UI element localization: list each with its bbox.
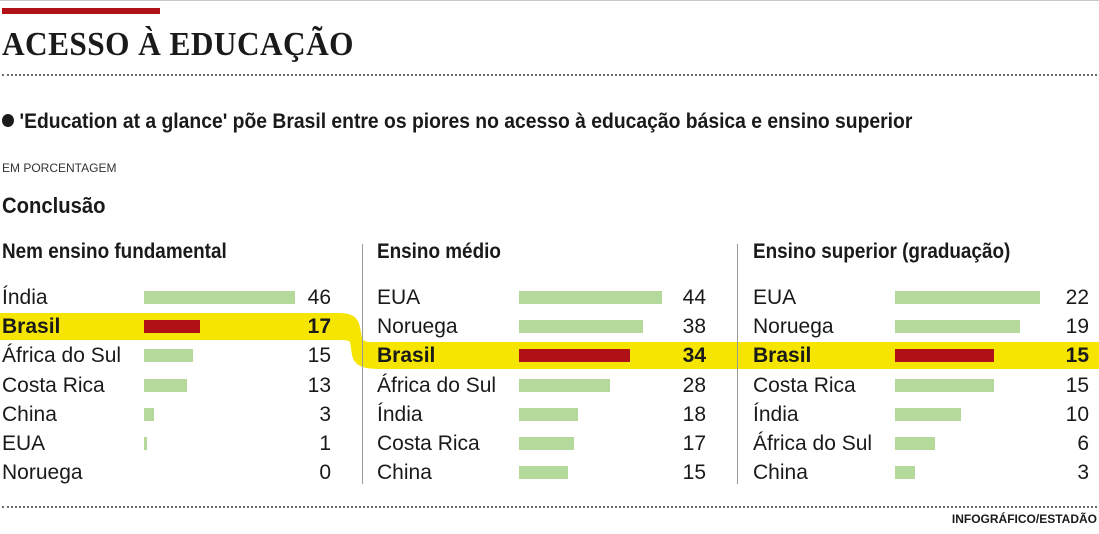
chart-row: Índia 10 bbox=[753, 401, 1089, 430]
bar-value: 1 bbox=[319, 432, 331, 455]
credit: INFOGRÁFICO/ESTADÃO bbox=[951, 512, 1097, 526]
bar bbox=[895, 437, 935, 450]
bar-label: Costa Rica bbox=[2, 374, 105, 397]
chart-row: China 15 bbox=[377, 459, 706, 488]
top-rule bbox=[0, 0, 1099, 1]
bar bbox=[519, 379, 610, 392]
bar-value: 38 bbox=[682, 315, 706, 338]
bar-label: Noruega bbox=[377, 315, 458, 338]
column-divider bbox=[362, 244, 363, 484]
section-title: Conclusão bbox=[2, 193, 106, 218]
bar-value: 17 bbox=[682, 432, 706, 455]
chart-row: Costa Rica 13 bbox=[2, 372, 331, 401]
col-title-fundamental: Nem ensino fundamental bbox=[2, 240, 227, 263]
bar bbox=[519, 408, 578, 421]
bar-value: 15 bbox=[682, 461, 706, 484]
bar-value: 3 bbox=[319, 403, 331, 426]
bar-label: Noruega bbox=[753, 315, 834, 338]
bar-label: Índia bbox=[2, 286, 48, 309]
bar bbox=[519, 320, 643, 333]
chart-row: Costa Rica 15 bbox=[753, 372, 1089, 401]
bar-label: África do Sul bbox=[2, 344, 122, 367]
bar-value: 18 bbox=[682, 403, 706, 426]
chart-row: Índia 18 bbox=[377, 401, 706, 430]
bar bbox=[895, 466, 915, 479]
chart-row: EUA 44 bbox=[377, 284, 706, 313]
chart-row: África do Sul 28 bbox=[377, 372, 706, 401]
bar bbox=[144, 379, 187, 392]
bar bbox=[519, 437, 575, 450]
chart-row: Noruega 19 bbox=[753, 313, 1089, 342]
bar bbox=[895, 349, 994, 362]
column-divider bbox=[737, 244, 738, 484]
unit-label: EM PORCENTAGEM bbox=[2, 161, 117, 175]
bar bbox=[519, 349, 630, 362]
chart-row: Índia 46 bbox=[2, 284, 331, 313]
bar-label: China bbox=[2, 403, 57, 426]
chart-row: EUA 1 bbox=[2, 430, 331, 459]
bar-label: Índia bbox=[377, 403, 423, 426]
chart-row: Noruega 0 bbox=[2, 459, 331, 488]
bar-value: 13 bbox=[307, 374, 331, 397]
bar-label: EUA bbox=[377, 286, 421, 309]
title-divider bbox=[2, 74, 1097, 76]
bar bbox=[895, 320, 1021, 333]
bar bbox=[144, 437, 148, 450]
bar bbox=[144, 320, 200, 333]
bar-label: Brasil bbox=[377, 344, 436, 367]
chart-row: Noruega 38 bbox=[377, 313, 706, 342]
bar bbox=[144, 291, 295, 304]
bar-value: 44 bbox=[682, 286, 706, 309]
chart-row: África do Sul 6 bbox=[753, 430, 1089, 459]
bullet-icon bbox=[2, 114, 14, 127]
chart-row: Brasil 15 bbox=[753, 342, 1089, 371]
bar-label: Brasil bbox=[753, 344, 812, 367]
bar-value: 46 bbox=[307, 286, 331, 309]
bar-label: África do Sul bbox=[753, 432, 873, 455]
bar-label: Costa Rica bbox=[753, 374, 856, 397]
chart-row: Brasil 17 bbox=[2, 313, 331, 342]
chart-row: Brasil 34 bbox=[377, 342, 706, 371]
col-title-superior: Ensino superior (graduação) bbox=[753, 240, 1011, 263]
chart-row: EUA 22 bbox=[753, 284, 1089, 313]
chart-row: Costa Rica 17 bbox=[377, 430, 706, 459]
bar-value: 17 bbox=[307, 315, 331, 338]
bar bbox=[895, 291, 1040, 304]
bar-value: 19 bbox=[1065, 315, 1089, 338]
bar-label: Índia bbox=[753, 403, 799, 426]
bar-label: Noruega bbox=[2, 461, 83, 484]
bar bbox=[144, 349, 194, 362]
bar-value: 0 bbox=[319, 461, 331, 484]
bar bbox=[895, 408, 961, 421]
bar-value: 22 bbox=[1065, 286, 1089, 309]
subtitle-text: 'Education at a glance' põe Brasil entre… bbox=[19, 110, 913, 133]
bar-label: EUA bbox=[753, 286, 797, 309]
chart-row: África do Sul 15 bbox=[2, 342, 331, 371]
bar-value: 28 bbox=[682, 374, 706, 397]
bar bbox=[144, 408, 154, 421]
subtitle: 'Education at a glance' põe Brasil entre… bbox=[2, 110, 912, 134]
bar-value: 10 bbox=[1065, 403, 1089, 426]
col-title-medio: Ensino médio bbox=[377, 240, 501, 263]
bar bbox=[519, 466, 568, 479]
bar-label: EUA bbox=[2, 432, 46, 455]
bar-value: 3 bbox=[1077, 461, 1089, 484]
bar-label: Costa Rica bbox=[377, 432, 480, 455]
bar-value: 15 bbox=[1065, 344, 1089, 367]
chart-row: China 3 bbox=[2, 401, 331, 430]
bar-value: 6 bbox=[1077, 432, 1089, 455]
bar-label: China bbox=[377, 461, 432, 484]
bar bbox=[895, 379, 994, 392]
chart-row: China 3 bbox=[753, 459, 1089, 488]
bar-value: 15 bbox=[1065, 374, 1089, 397]
bar-value: 34 bbox=[682, 344, 706, 367]
footer-divider bbox=[2, 506, 1097, 508]
bar-label: China bbox=[753, 461, 808, 484]
bar-label: Brasil bbox=[2, 315, 61, 338]
accent-bar bbox=[2, 8, 160, 14]
page-title: ACESSO À EDUCAÇÃO bbox=[2, 26, 354, 63]
bar-label: África do Sul bbox=[377, 374, 497, 397]
bar bbox=[519, 291, 662, 304]
bar-value: 15 bbox=[307, 344, 331, 367]
